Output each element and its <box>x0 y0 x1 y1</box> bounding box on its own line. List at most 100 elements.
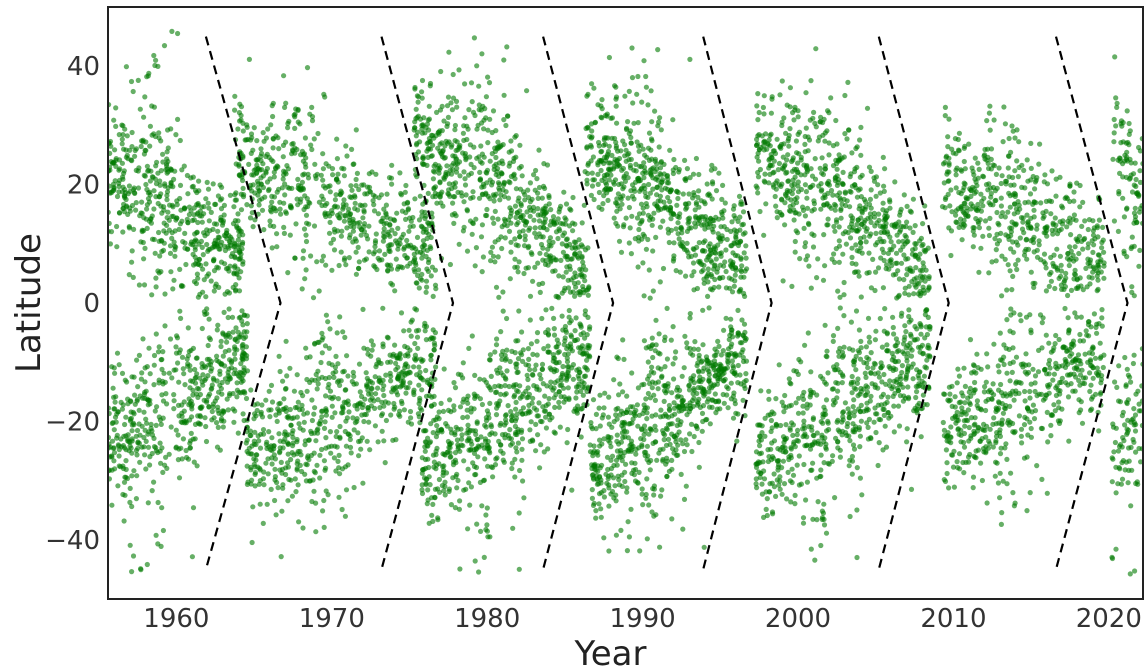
data-point <box>235 211 241 217</box>
data-point <box>459 436 465 442</box>
data-point <box>479 401 485 408</box>
data-point <box>621 175 627 181</box>
data-point <box>448 454 454 460</box>
data-point <box>664 305 670 311</box>
data-point <box>464 414 470 420</box>
data-point <box>589 170 595 176</box>
data-point <box>302 161 308 167</box>
data-point <box>603 186 609 192</box>
data-point <box>317 421 323 427</box>
data-point <box>390 353 396 359</box>
data-point <box>299 406 305 413</box>
data-point <box>553 229 560 235</box>
data-point <box>447 445 453 451</box>
data-point <box>329 414 335 420</box>
data-point <box>259 167 265 173</box>
data-point <box>353 127 359 133</box>
data-point <box>159 366 165 372</box>
data-point <box>440 408 447 414</box>
data-point <box>381 206 387 212</box>
data-point <box>657 279 663 285</box>
data-point <box>437 180 443 186</box>
data-point <box>648 88 654 94</box>
data-point <box>713 256 719 262</box>
data-point <box>407 260 413 266</box>
data-point <box>205 186 212 192</box>
data-point <box>678 437 684 443</box>
data-point <box>147 189 153 195</box>
data-point <box>537 289 543 295</box>
data-point <box>623 126 630 133</box>
data-point <box>693 155 700 162</box>
data-point <box>685 220 691 226</box>
data-point <box>294 196 300 202</box>
data-point <box>468 484 474 490</box>
data-point <box>397 241 403 247</box>
data-point <box>308 253 314 259</box>
data-point <box>472 263 478 269</box>
data-point <box>311 223 318 229</box>
data-point <box>321 524 327 531</box>
data-point <box>235 237 241 243</box>
data-point <box>235 126 241 132</box>
data-point <box>508 249 514 255</box>
data-point <box>241 192 247 198</box>
data-point <box>165 127 171 133</box>
data-point <box>169 375 175 381</box>
data-point <box>462 115 468 121</box>
data-point <box>341 257 347 263</box>
data-point <box>357 389 363 395</box>
data-point <box>504 44 510 50</box>
data-point <box>115 483 121 489</box>
data-point <box>691 433 697 440</box>
data-point <box>872 287 878 294</box>
data-point <box>295 202 301 208</box>
data-point <box>645 236 651 243</box>
data-point <box>603 135 609 141</box>
data-point <box>411 266 417 272</box>
data-point <box>200 372 206 378</box>
data-point <box>139 138 145 144</box>
data-point <box>728 243 734 249</box>
data-point <box>275 164 281 170</box>
data-point <box>112 178 118 184</box>
data-point <box>738 256 744 262</box>
data-point <box>644 536 650 542</box>
data-point <box>217 197 223 203</box>
data-point <box>421 115 427 121</box>
data-point <box>634 479 641 485</box>
data-point <box>643 194 649 200</box>
data-point <box>252 471 258 477</box>
data-point <box>361 418 367 425</box>
data-point <box>623 215 629 221</box>
data-point <box>232 255 238 261</box>
data-point <box>756 109 762 116</box>
data-point <box>730 259 736 265</box>
data-point <box>270 135 276 142</box>
data-point <box>709 259 715 265</box>
data-point <box>423 439 429 445</box>
data-point <box>340 405 346 411</box>
data-point <box>531 383 537 389</box>
data-point <box>351 220 357 226</box>
data-point <box>213 201 219 207</box>
data-point <box>508 436 514 442</box>
data-point <box>647 217 653 223</box>
data-point <box>671 240 677 246</box>
data-point <box>579 343 586 349</box>
data-point <box>418 356 424 362</box>
data-point <box>381 234 387 240</box>
data-point <box>673 349 679 355</box>
data-point <box>366 171 372 177</box>
data-point <box>444 103 451 109</box>
data-point <box>651 492 657 498</box>
data-point <box>451 220 457 226</box>
data-point <box>254 452 260 458</box>
data-point <box>411 127 417 133</box>
data-point <box>539 366 546 372</box>
data-point <box>654 161 660 167</box>
data-point <box>242 137 248 143</box>
data-point <box>618 249 625 255</box>
data-point <box>296 519 302 525</box>
data-point <box>726 275 732 281</box>
